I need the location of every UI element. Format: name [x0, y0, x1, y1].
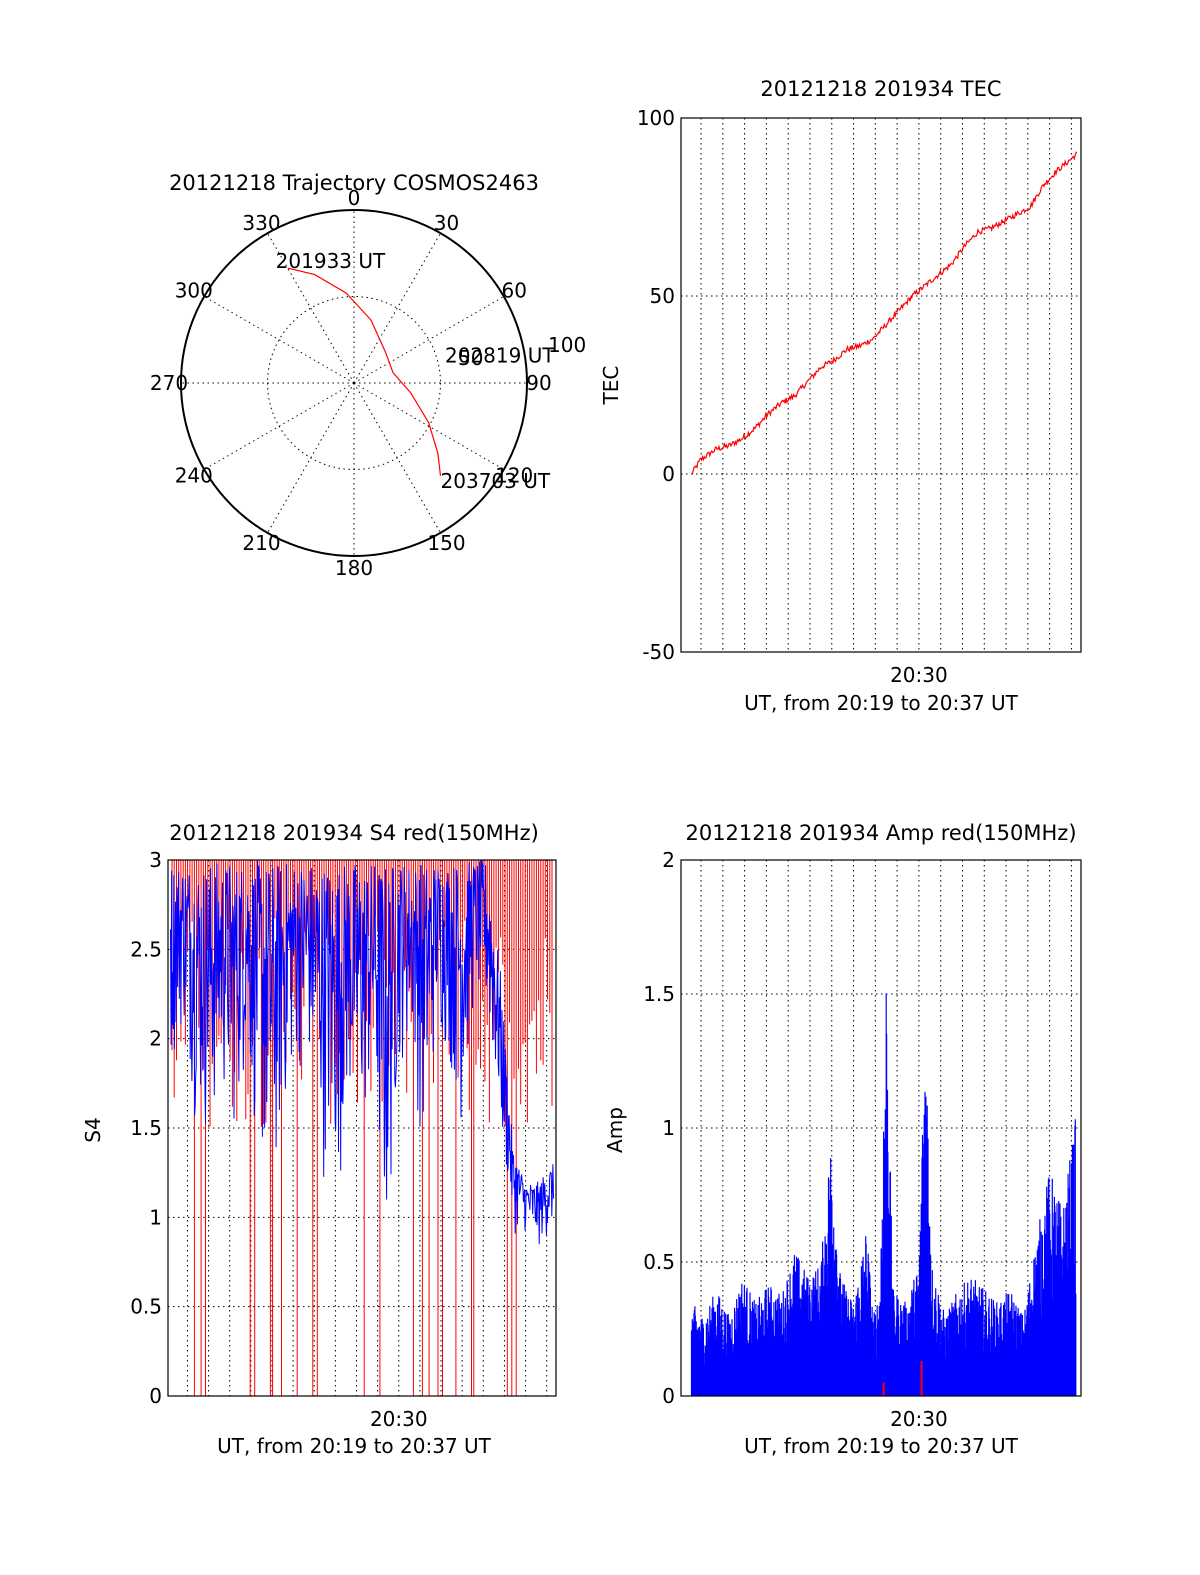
- amp-ylabel: Amp: [603, 1107, 627, 1153]
- s4-ytick-label: 2.5: [130, 937, 162, 961]
- amp-xlabel: UT, from 20:19 to 20:37 UT: [744, 1434, 1019, 1458]
- s4-blue-series: [170, 860, 554, 1245]
- polar-azimuth-label: 0: [348, 186, 361, 210]
- amp-ytick-label: 2: [662, 848, 675, 872]
- polar-azimuth-label: 120: [495, 464, 533, 488]
- polar-spoke: [353, 232, 441, 384]
- polar-azimuth-label: 300: [175, 279, 213, 303]
- s4-title: 20121218 201934 S4 red(150MHz): [169, 821, 539, 845]
- tec-xtick-label: 20:30: [890, 663, 948, 687]
- polar-title: 20121218 Trajectory COSMOS2463: [169, 171, 539, 195]
- tec-ytick-label: 50: [650, 284, 675, 308]
- polar-azimuth-label: 150: [427, 531, 465, 555]
- s4-ytick-label: 0.5: [130, 1295, 162, 1319]
- polar-radial-label: 100: [548, 333, 586, 357]
- s4-ytick-label: 1.5: [130, 1116, 162, 1140]
- polar-annotation: 203703 UT: [441, 469, 551, 493]
- s4-panel: 20121218 201934 S4 red(150MHz) UT, from …: [81, 821, 557, 1458]
- polar-azimuth-label: 90: [526, 371, 551, 395]
- amp-ytick-label: 1: [662, 1116, 675, 1140]
- polar-spoke: [353, 382, 505, 470]
- s4-ytick-label: 2: [149, 1027, 162, 1051]
- s4-xlabel: UT, from 20:19 to 20:37 UT: [217, 1434, 492, 1458]
- polar-outer-ring: [180, 209, 528, 557]
- amp-title: 20121218 201934 Amp red(150MHz): [685, 821, 1076, 845]
- s4-xtick-label: 20:30: [370, 1407, 428, 1431]
- s4-plot-frame: [167, 859, 557, 1397]
- tec-xlabel: UT, from 20:19 to 20:37 UT: [744, 691, 1019, 715]
- polar-spoke: [353, 296, 505, 384]
- polar-azimuth-label: 330: [242, 211, 280, 235]
- s4-ytick-label: 3: [149, 848, 162, 872]
- s4-series-group: [170, 860, 554, 1396]
- tec-ylabel: TEC: [599, 366, 623, 406]
- tec-panel: 20121218 201934 TEC UT, from 20:19 to 20…: [599, 77, 1082, 715]
- polar-spoke: [267, 382, 355, 534]
- polar-spoke: [203, 296, 355, 384]
- polar-spoke: [203, 382, 355, 470]
- polar-azimuth-label: 240: [175, 464, 213, 488]
- polar-trajectory-panel: 20121218 Trajectory COSMOS2463 030609012…: [150, 171, 586, 580]
- amp-ytick-label: 1.5: [643, 982, 675, 1006]
- amp-plot-frame: [680, 859, 1082, 1397]
- amp-ytick-label: 0: [662, 1384, 675, 1408]
- amp-panel: 20121218 201934 Amp red(150MHz) UT, from…: [603, 821, 1082, 1458]
- tec-title: 20121218 201934 TEC: [760, 77, 1001, 101]
- polar-spoke: [267, 232, 355, 384]
- polar-spoke: [353, 382, 441, 534]
- tec-series-line: [691, 151, 1078, 475]
- polar-azimuth-label: 270: [150, 371, 188, 395]
- polar-azimuth-label: 180: [335, 556, 373, 580]
- polar-annotation: 202819 UT: [445, 344, 555, 368]
- tec-ytick-label: 100: [637, 106, 675, 130]
- s4-ylabel: S4: [81, 1117, 105, 1142]
- polar-radial-label: 50: [458, 346, 483, 370]
- tec-ytick-label: 0: [662, 462, 675, 486]
- polar-annotation: 201933 UT: [276, 249, 386, 273]
- polar-azimuth-label: 210: [242, 531, 280, 555]
- amp-ytick-label: 0.5: [643, 1250, 675, 1274]
- s4-ytick-label: 0: [149, 1384, 162, 1408]
- s4-ytick-label: 1: [149, 1205, 162, 1229]
- tec-ytick-label: -50: [642, 640, 675, 664]
- amp-blue-series: [690, 993, 1077, 1396]
- tec-plot-frame: [680, 117, 1082, 653]
- polar-trajectory-line: [287, 267, 442, 476]
- amp-xtick-label: 20:30: [890, 1407, 948, 1431]
